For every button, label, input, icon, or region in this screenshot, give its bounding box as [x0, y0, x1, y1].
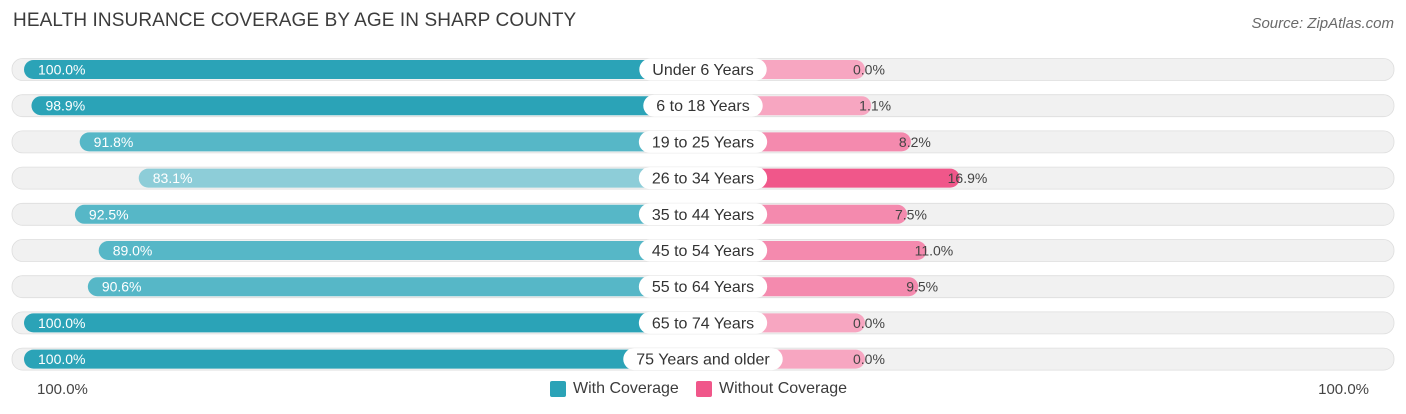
category-pill: [638, 275, 768, 298]
value-label-without: 1.1%: [859, 98, 891, 114]
category-pill: [638, 203, 768, 226]
axis-right-label: 100.0%: [1318, 381, 1369, 398]
category-label: 26 to 34 Years: [652, 171, 754, 188]
category-pill: [638, 239, 768, 262]
value-label-without: 11.0%: [915, 243, 954, 259]
value-label-with: 98.9%: [45, 98, 85, 114]
category-label: 55 to 64 Years: [652, 279, 754, 296]
axis-left-label: 100.0%: [37, 381, 88, 398]
bar-with-coverage: [138, 168, 704, 188]
bar-with-coverage: [31, 96, 704, 116]
value-label-without: 16.9%: [948, 170, 988, 186]
category-pill: [623, 348, 783, 371]
value-label-without: 0.0%: [853, 62, 885, 78]
value-label-with: 100.0%: [38, 62, 85, 78]
value-label-with: 91.8%: [94, 134, 134, 150]
bar-with-coverage: [87, 277, 704, 297]
value-label-without: 0.0%: [853, 351, 885, 367]
legend-with-coverage: With Coverage: [550, 380, 679, 398]
bar-with-coverage: [74, 204, 704, 224]
bar-with-coverage: [98, 241, 703, 260]
legend-with-swatch: [550, 381, 566, 397]
value-label-with: 89.0%: [113, 243, 153, 259]
category-pill: [638, 311, 768, 334]
bar-with-coverage: [24, 349, 703, 369]
value-label-with: 90.6%: [102, 279, 142, 295]
category-label: 75 Years and older: [636, 352, 770, 369]
legend-without-swatch: [696, 381, 712, 397]
legend-with-label: With Coverage: [573, 380, 679, 397]
legend-without-coverage: Without Coverage: [696, 380, 847, 398]
value-label-with: 100.0%: [38, 351, 85, 367]
value-label-with: 92.5%: [89, 206, 129, 222]
value-label-with: 100.0%: [38, 315, 85, 331]
bar-with-coverage: [24, 313, 703, 333]
category-label: 45 to 54 Years: [652, 243, 754, 260]
bar-with-coverage: [79, 132, 704, 152]
category-label: Under 6 Years: [652, 62, 753, 79]
category-label: 6 to 18 Years: [656, 98, 749, 115]
value-label-without: 8.2%: [899, 134, 931, 150]
source-label: Source: ZipAtlas.com: [1251, 15, 1394, 32]
category-pill: [638, 167, 768, 190]
category-pill: [639, 58, 767, 81]
value-label-without: 9.5%: [906, 279, 938, 295]
category-label: 35 to 44 Years: [652, 207, 754, 224]
legend-without-label: Without Coverage: [719, 380, 848, 397]
value-label-without: 7.5%: [895, 206, 927, 222]
category-label: 65 to 74 Years: [652, 315, 754, 332]
value-label-without: 0.0%: [853, 315, 885, 331]
category-label: 19 to 25 Years: [652, 134, 754, 151]
chart-title: HEALTH INSURANCE COVERAGE BY AGE IN SHAR…: [13, 10, 577, 31]
category-pill: [638, 130, 768, 153]
category-pill: [643, 94, 763, 117]
value-label-with: 83.1%: [153, 170, 193, 186]
bar-with-coverage: [24, 60, 703, 79]
